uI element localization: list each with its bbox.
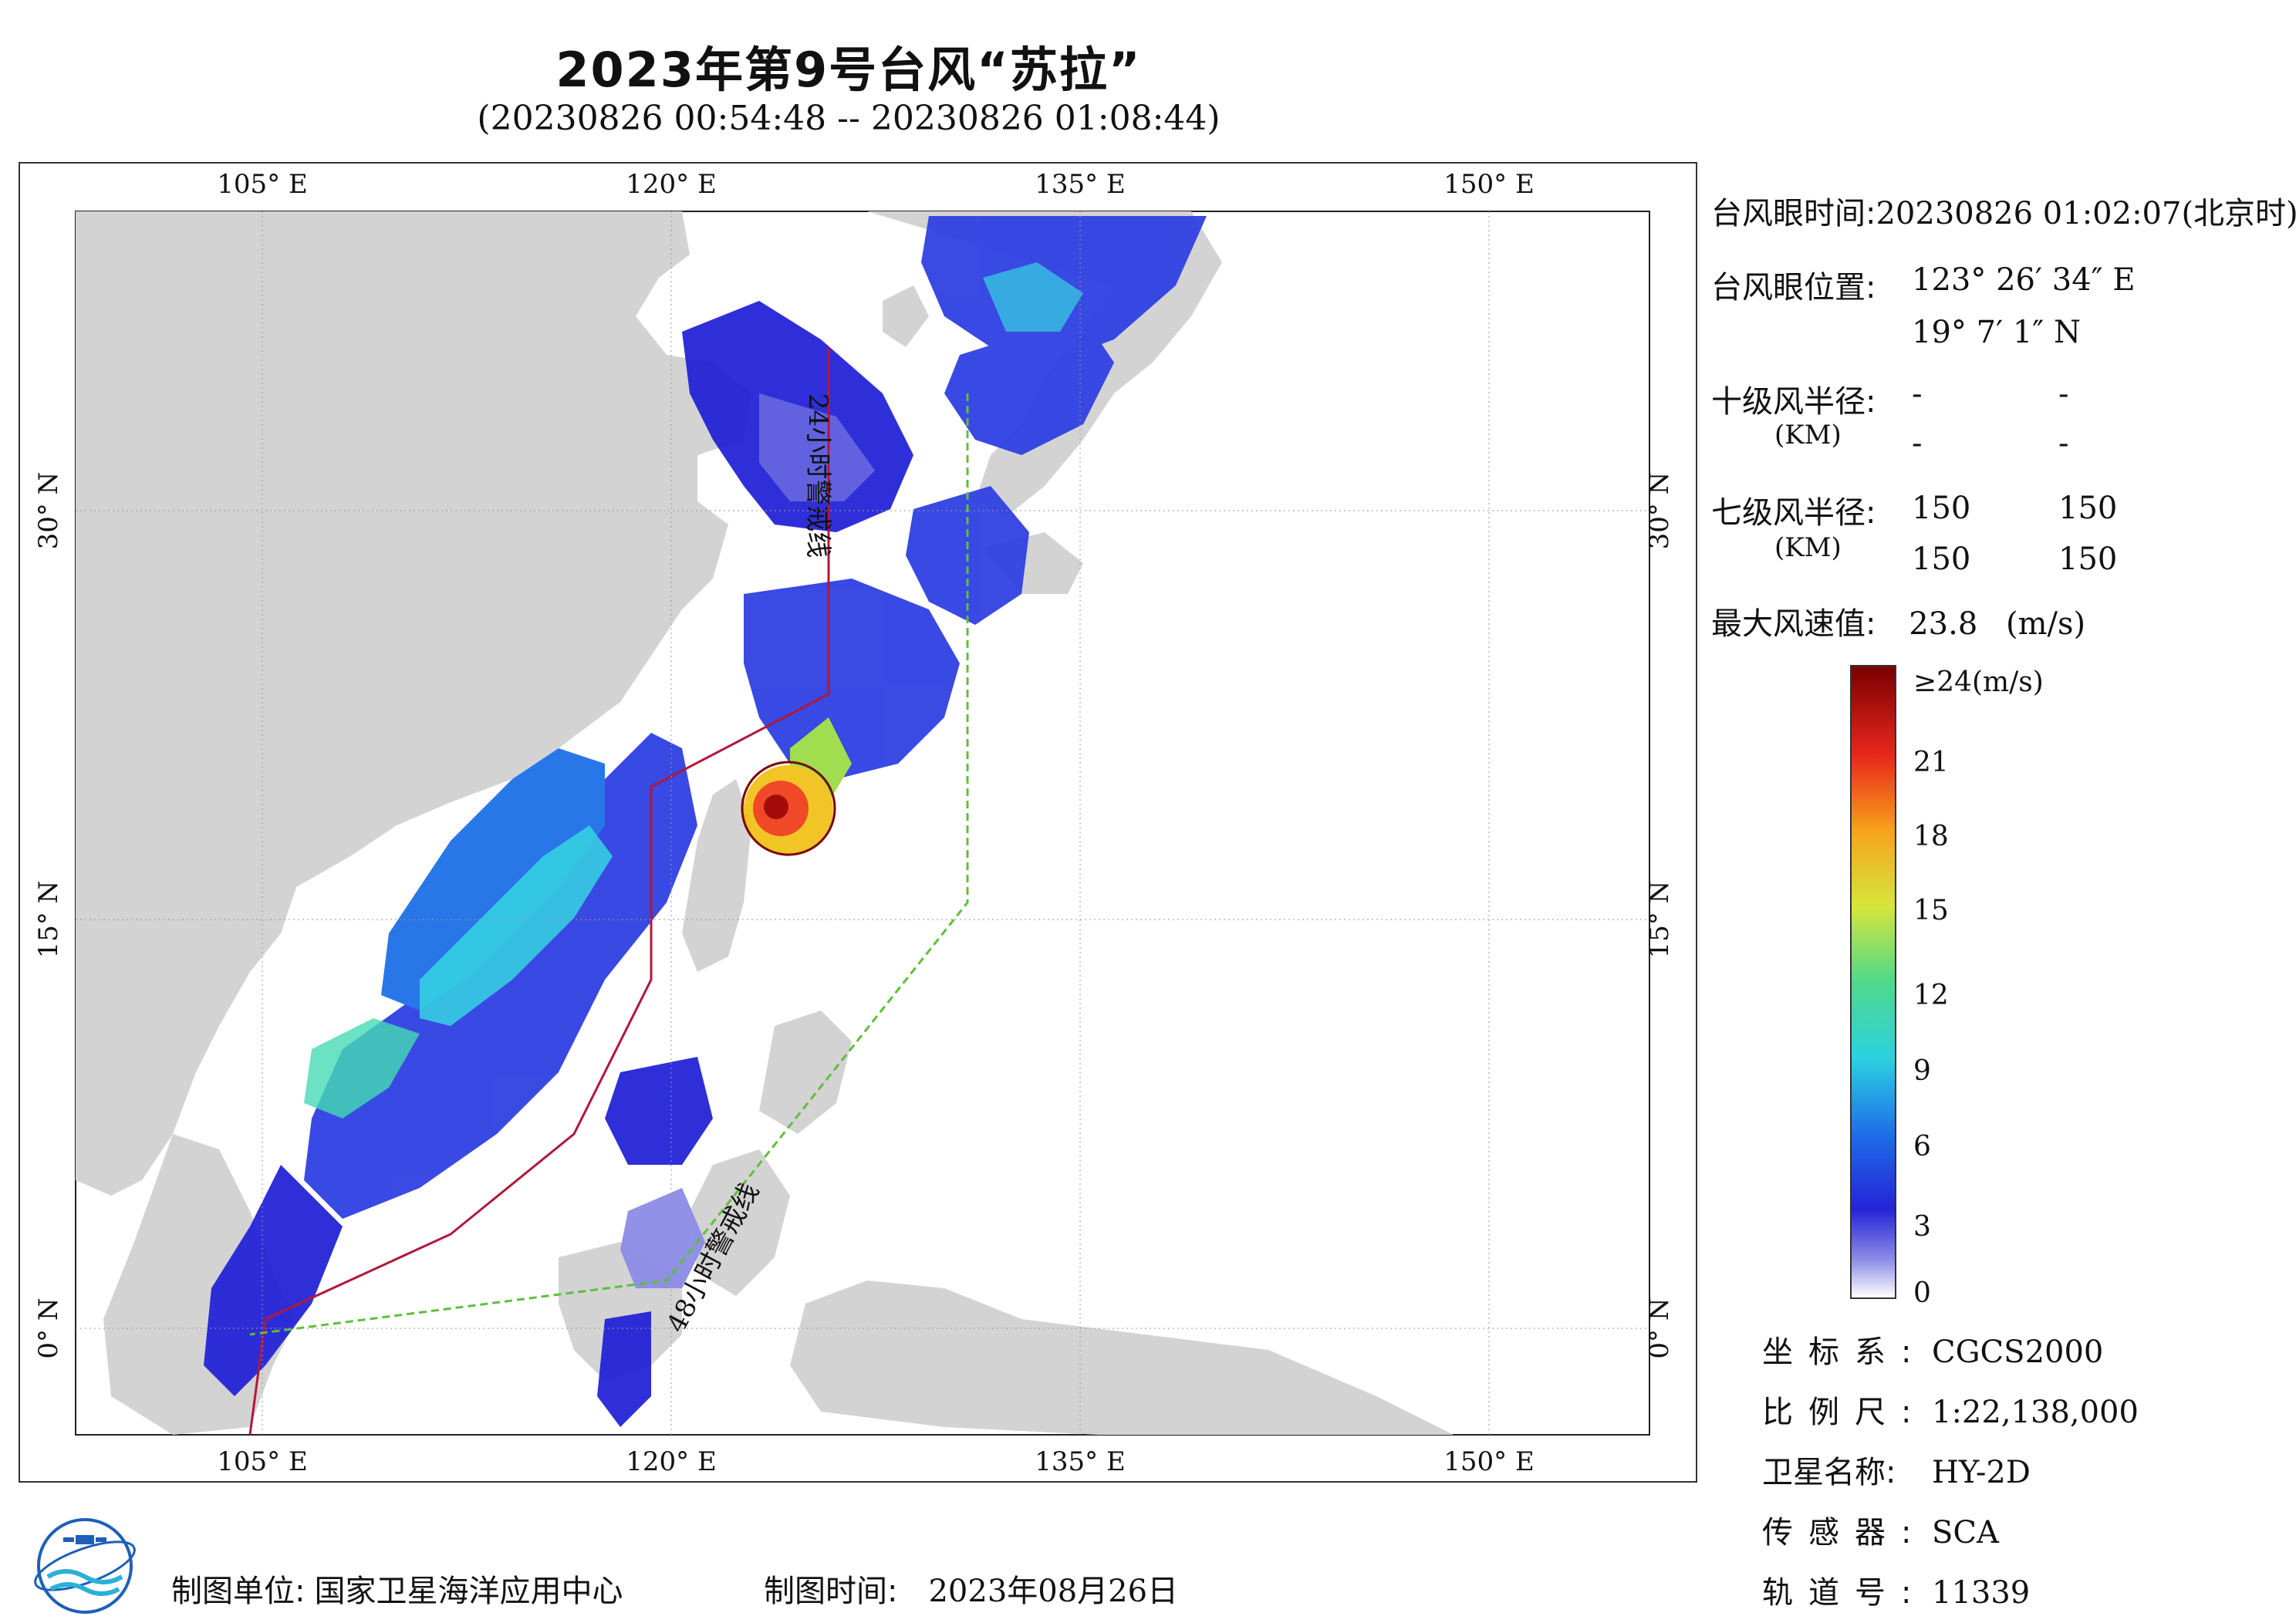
r7-unit: (KM) xyxy=(1774,532,1842,563)
r10-value: - xyxy=(1912,426,1923,461)
r7-value: 150 xyxy=(2058,491,2118,526)
r7-value: 150 xyxy=(1912,491,1971,526)
warning-line-24h xyxy=(248,347,830,1435)
legend-top-label: ≥24(m/s) xyxy=(1913,666,2044,698)
eye-time-value: 20230826 01:02:07(北京时) xyxy=(1876,196,2296,231)
lon-tick-bottom: 120° E xyxy=(626,1446,717,1477)
footer-time-label: 制图时间: xyxy=(764,1574,898,1609)
legend-tick: 12 xyxy=(1913,980,1949,1011)
r10-value: - xyxy=(2058,426,2069,461)
wind-field-map: 24小时警戒线 48小时警戒线 105° E 120° E 135° E 150… xyxy=(33,169,1675,1477)
r10-unit: (KM) xyxy=(1774,420,1842,450)
coord-row: 坐标系: CGCS2000 xyxy=(1762,1327,2103,1372)
scale-row: 比例尺: 1:22,138,000 xyxy=(1762,1387,2139,1432)
typhoon-eye-marker xyxy=(741,761,836,856)
max-wind-row: 最大风速值: 23.8 (m/s) xyxy=(1711,599,2085,643)
satellite-label: 卫星名称: xyxy=(1762,1455,1896,1490)
legend-tick: 6 xyxy=(1913,1131,1931,1162)
eye-time-row: 台风眼时间:20230826 01:02:07(北京时) xyxy=(1711,188,2296,233)
warning-line-48h xyxy=(249,393,969,1336)
lat-tick-right: 15° N xyxy=(1644,881,1675,959)
sensor-label: 传感器: xyxy=(1762,1515,1927,1550)
orbit-value: 11339 xyxy=(1932,1575,2031,1611)
lon-tick-bottom: 135° E xyxy=(1035,1446,1126,1477)
satellite-value: HY-2D xyxy=(1932,1455,2031,1490)
legend-tick: 0 xyxy=(1913,1277,1931,1309)
max-wind-unit: (m/s) xyxy=(2005,606,2086,642)
r10-label: 十级风半径: xyxy=(1711,384,1876,420)
wind-speed-colorbar xyxy=(1850,665,1896,1299)
max-wind-value: 23.8 xyxy=(1909,606,1978,642)
lat-tick-left: 15° N xyxy=(33,881,64,959)
orbit-row: 轨道号: 11339 xyxy=(1762,1567,2030,1612)
lon-tick-top: 150° E xyxy=(1443,169,1535,200)
r7-value: 150 xyxy=(1912,542,1971,577)
eye-lat-value: 19° 7′ 1″ N xyxy=(1912,315,2081,350)
legend-tick: 15 xyxy=(1913,895,1949,926)
nsoas-logo-icon xyxy=(34,1518,136,1614)
map-subtitle: (20230826 00:54:48 -- 20230826 01:08:44) xyxy=(477,99,1221,138)
axis-labels: 105° E 120° E 135° E 150° E 105° E 120° … xyxy=(33,169,1675,1477)
lat-tick-right: 30° N xyxy=(1644,472,1675,550)
legend-tick: 21 xyxy=(1913,747,1949,778)
eye-time-label: 台风眼时间: xyxy=(1711,196,1876,231)
lat-tick-left: 30° N xyxy=(33,472,64,550)
graticule xyxy=(76,211,1649,1435)
coord-value: CGCS2000 xyxy=(1932,1335,2104,1370)
sensor-value: SCA xyxy=(1932,1515,1999,1550)
legend-tick: 9 xyxy=(1913,1055,1931,1087)
map-content: 24小时警戒线 48小时警戒线 xyxy=(76,211,1649,1435)
eye-pos-label: 台风眼位置: xyxy=(1711,270,1876,305)
r7-label: 七级风半径: xyxy=(1711,495,1876,531)
lon-tick-top: 120° E xyxy=(626,169,717,200)
footer-unit-label: 制图单位: xyxy=(171,1574,306,1609)
footer-unit: 制图单位: 国家卫星海洋应用中心 xyxy=(171,1566,623,1611)
eye-lon-value: 123° 26′ 34″ E xyxy=(1912,262,2136,298)
footer-time: 制图时间: 2023年08月26日 xyxy=(764,1566,1178,1611)
lat-tick-left: 0° N xyxy=(33,1297,64,1358)
legend-tick: 3 xyxy=(1913,1211,1931,1243)
scale-value: 1:22,138,000 xyxy=(1932,1395,2139,1430)
wind-swaths xyxy=(204,216,1207,1427)
legend-tick: 18 xyxy=(1913,821,1949,852)
satellite-row: 卫星名称: HY-2D xyxy=(1762,1447,2031,1492)
sensor-row: 传感器: SCA xyxy=(1762,1507,1999,1552)
lon-tick-top: 135° E xyxy=(1035,169,1126,200)
orbit-label: 轨道号: xyxy=(1762,1575,1927,1611)
lon-tick-top: 105° E xyxy=(217,169,308,200)
lon-tick-bottom: 105° E xyxy=(217,1446,308,1477)
scale-label: 比例尺: xyxy=(1762,1395,1927,1430)
r10-value: - xyxy=(1912,376,1923,412)
footer-unit-value: 国家卫星海洋应用中心 xyxy=(314,1574,623,1609)
map-title: 2023年第9号台风“苏拉” xyxy=(555,42,1142,98)
lat-tick-right: 0° N xyxy=(1644,1297,1675,1358)
footer-time-value: 2023年08月26日 xyxy=(928,1574,1179,1609)
max-wind-label: 最大风速值: xyxy=(1711,606,1876,642)
lon-tick-bottom: 150° E xyxy=(1443,1446,1535,1477)
r7-value: 150 xyxy=(2058,542,2118,577)
r10-value: - xyxy=(2058,376,2069,412)
line-24h-label: 24小时警戒线 xyxy=(802,393,833,558)
coord-label: 坐标系: xyxy=(1762,1335,1927,1370)
